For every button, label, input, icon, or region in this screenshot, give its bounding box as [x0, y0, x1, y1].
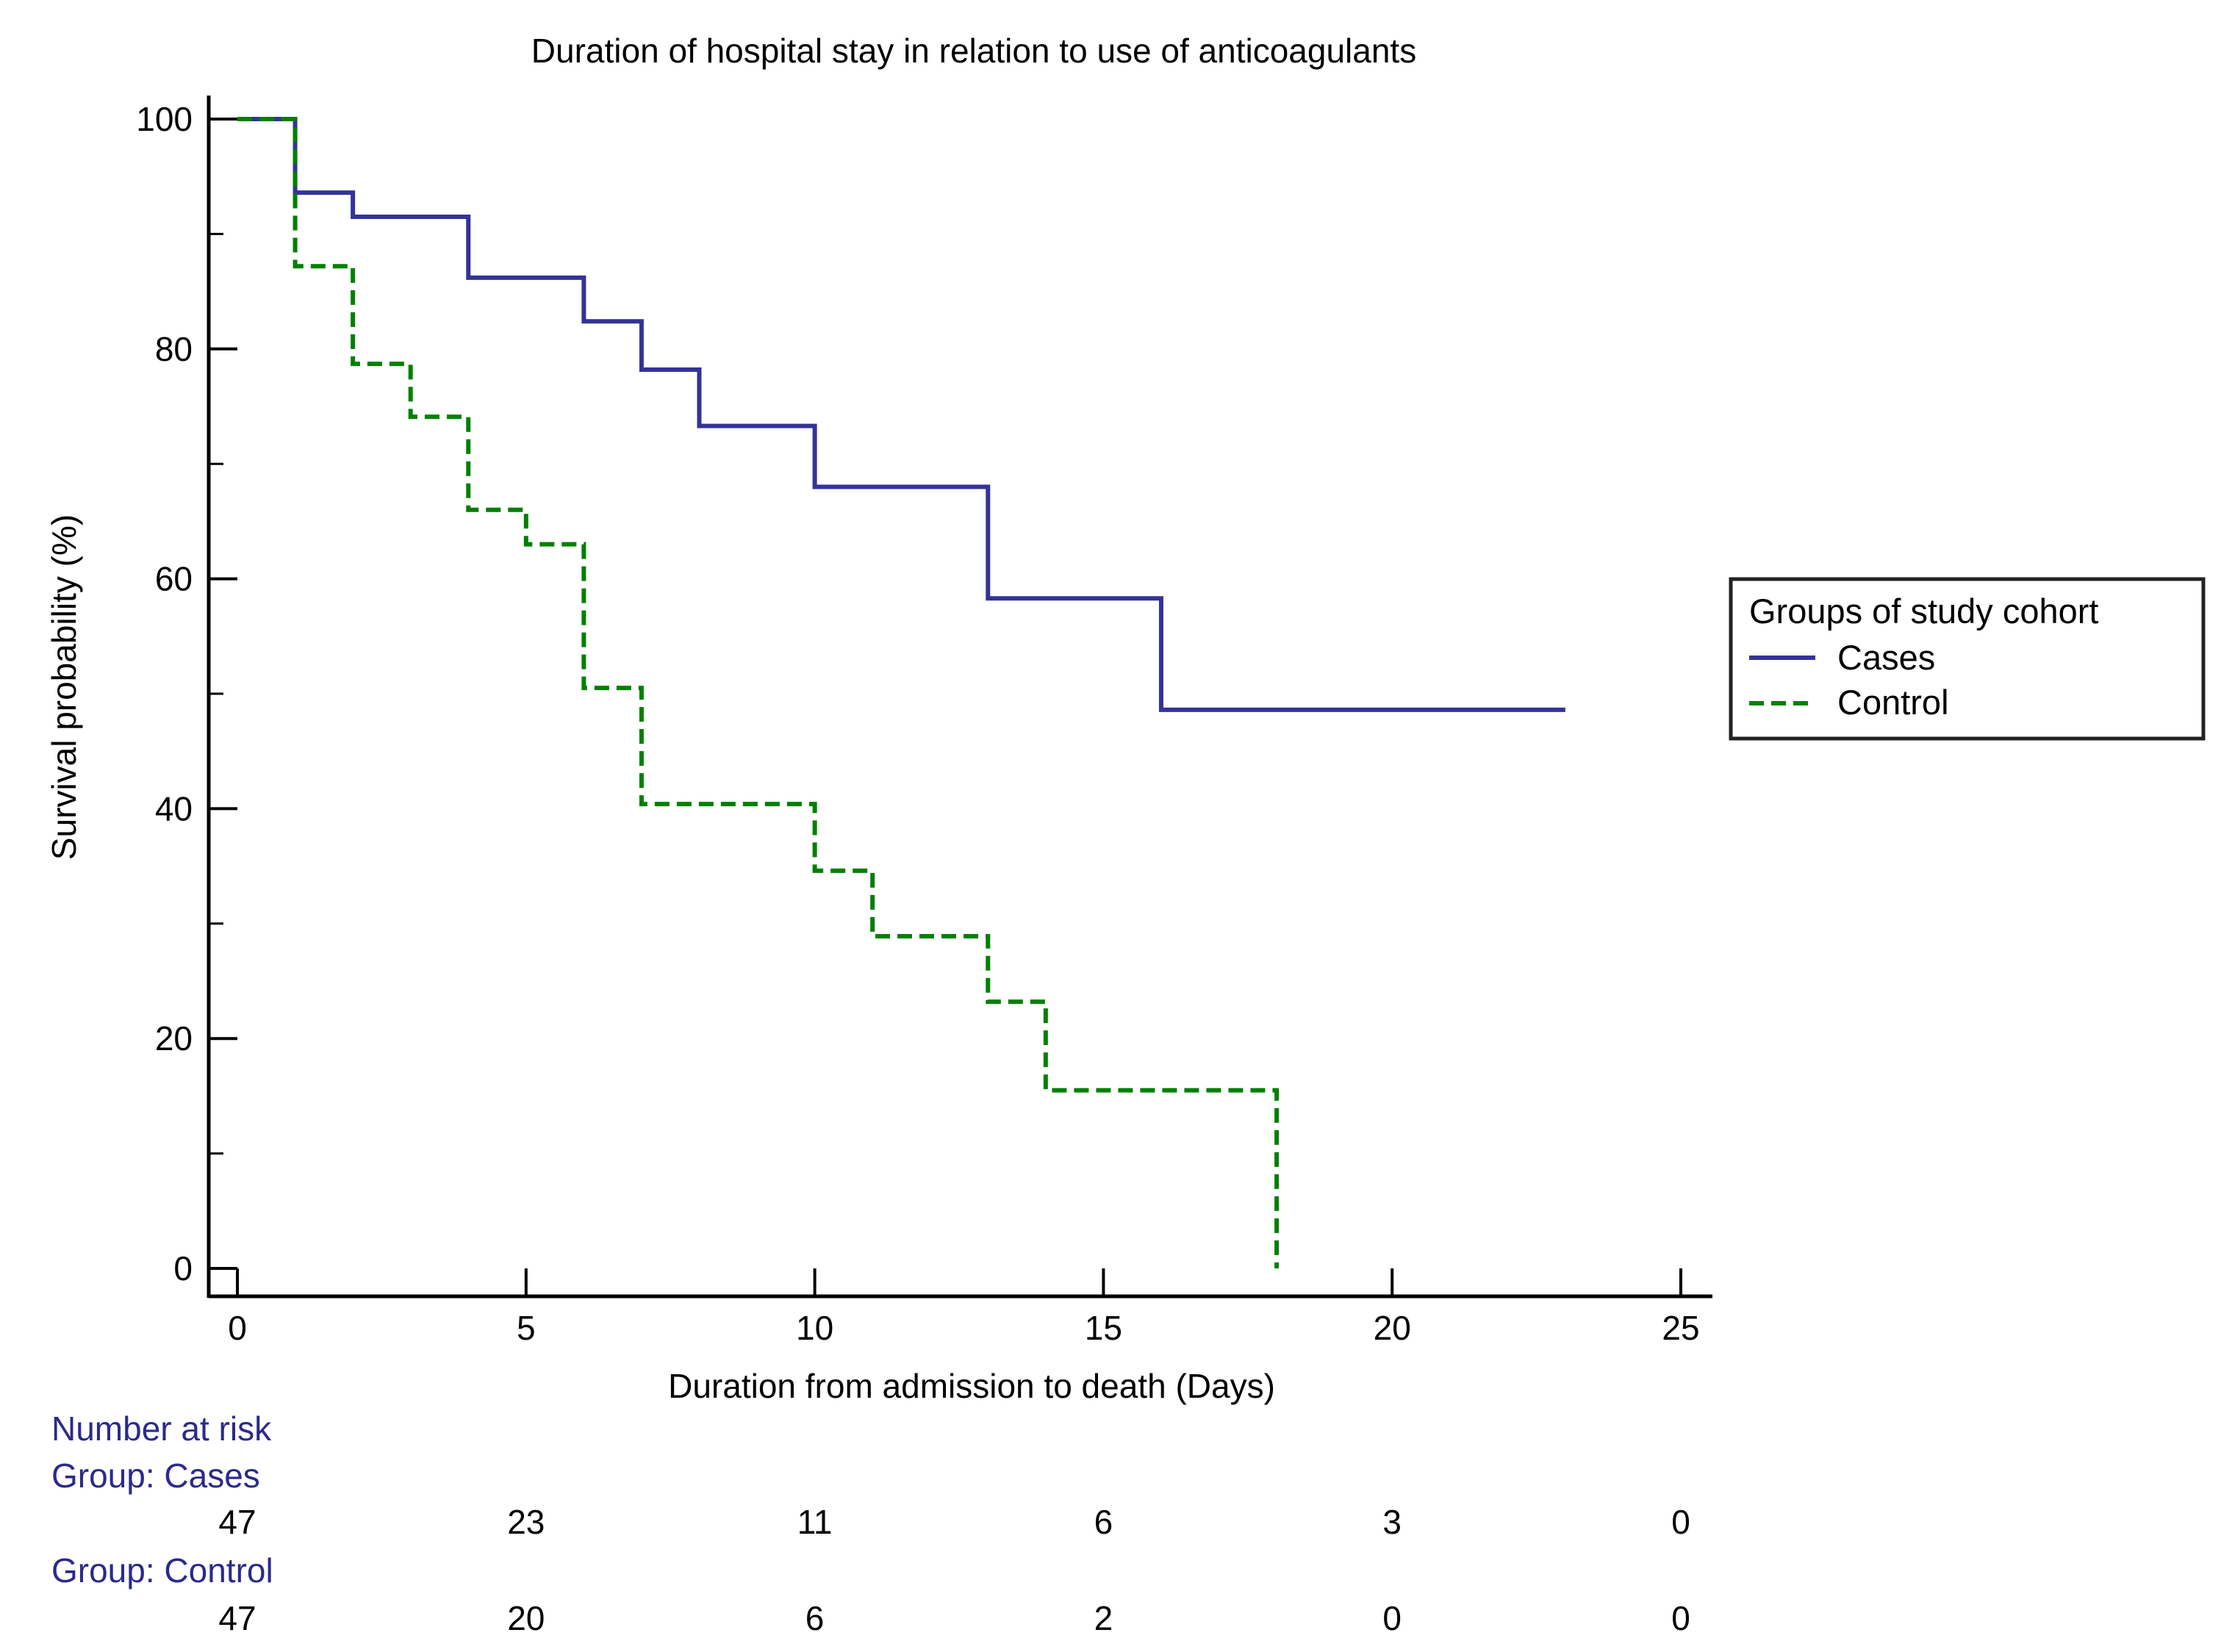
x-tick-label-10: 10 — [796, 1309, 833, 1347]
risk-value-1-0: 47 — [218, 1599, 256, 1637]
legend: Groups of study cohort Cases Control — [1729, 577, 2206, 741]
x-axis-label: Duration from admission to death (Days) — [668, 1367, 1275, 1405]
series-layer — [237, 117, 1565, 1268]
y-tick-label-0: 0 — [173, 1249, 193, 1288]
risk-value-1-5: 0 — [1671, 1599, 1690, 1637]
y-tick-label-40: 40 — [155, 789, 193, 827]
x-tick-label-25: 25 — [1662, 1309, 1699, 1347]
risk-value-1-2: 6 — [805, 1599, 825, 1637]
legend-label-cases: Cases — [1837, 638, 1935, 677]
y-axis-ticks: 0 20 40 60 80 100 — [136, 100, 237, 1288]
y-tick-label-100: 100 — [136, 100, 193, 138]
risk-value-1-1: 20 — [507, 1599, 545, 1637]
series-line-control — [237, 117, 1280, 1268]
risk-value-0-1: 23 — [507, 1503, 545, 1541]
risk-value-0-3: 6 — [1094, 1503, 1113, 1541]
risk-row-label-control: Group: Control — [51, 1551, 273, 1590]
risk-value-0-4: 3 — [1382, 1503, 1402, 1541]
risk-row-label-cases: Group: Cases — [51, 1457, 260, 1495]
legend-label-control: Control — [1837, 683, 1949, 722]
y-axis-label: Survival probability (%) — [45, 514, 83, 860]
x-tick-label-5: 5 — [517, 1309, 536, 1347]
risk-table-heading: Number at risk — [51, 1409, 272, 1448]
risk-value-0-2: 11 — [797, 1503, 833, 1541]
risk-row-control: 47 20 6 2 0 0 — [218, 1599, 1690, 1637]
x-tick-label-0: 0 — [228, 1309, 247, 1347]
risk-value-0-5: 0 — [1671, 1503, 1690, 1541]
y-tick-label-80: 80 — [155, 330, 193, 368]
chart-title: Duration of hospital stay in relation to… — [531, 32, 1416, 70]
risk-value-1-4: 0 — [1382, 1599, 1402, 1637]
x-axis-ticks: 0 5 10 15 20 25 — [228, 1268, 1700, 1347]
risk-value-1-3: 2 — [1094, 1599, 1113, 1637]
risk-table: Number at risk Group: Cases 47 23 11 6 3 0 Gr… — [51, 1409, 1690, 1637]
series-line-cases — [237, 117, 1565, 712]
risk-value-0-0: 47 — [218, 1503, 256, 1541]
x-tick-label-15: 15 — [1085, 1309, 1122, 1347]
y-tick-label-20: 20 — [155, 1019, 193, 1057]
x-tick-label-20: 20 — [1374, 1309, 1411, 1347]
legend-title: Groups of study cohort — [1749, 592, 2098, 631]
risk-row-cases: 47 23 11 6 3 0 — [218, 1503, 1690, 1541]
y-tick-label-60: 60 — [155, 560, 193, 598]
